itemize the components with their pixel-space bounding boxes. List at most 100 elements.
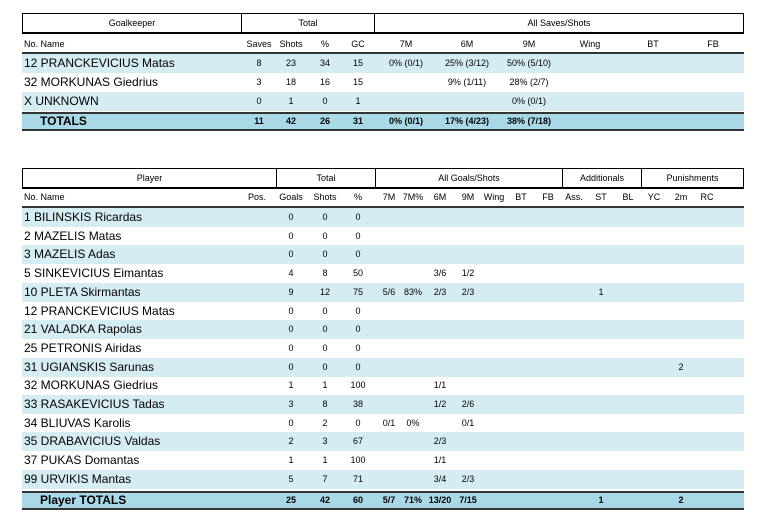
group-header: Player	[22, 168, 277, 189]
stat-cell: 0	[288, 417, 294, 428]
stat-cell: 1	[598, 286, 604, 297]
stat-cell: 2/3	[433, 436, 447, 447]
stat-cell: 2/3	[461, 473, 475, 484]
player-name: 35 DRABAVICIUS Valdas	[24, 434, 161, 449]
table-row: 32 MORKUNAS Giedrius 1 1 100 1/1	[22, 376, 744, 395]
table-row: 31 UGIANSKIS Sarunas 0 0 0 2	[22, 357, 744, 377]
stat-cell: 3/6	[433, 268, 447, 279]
table-row: 1 BILINSKIS Ricardas 0 0 0	[22, 208, 744, 227]
column-header: 6M	[433, 192, 447, 202]
group-header: Punishments	[642, 168, 744, 189]
stat-cell: 0	[355, 249, 361, 260]
player-name: 1 BILINSKIS Ricardas	[24, 210, 143, 224]
total-cell: 26	[319, 116, 331, 126]
stat-cell: 16	[319, 77, 331, 87]
totals-label: TOTALS	[40, 114, 87, 128]
total-cell: 71%	[403, 495, 423, 505]
stat-cell: 100	[350, 455, 366, 466]
stat-cell: 0/1	[382, 417, 396, 428]
column-header: Shots	[313, 192, 337, 202]
stat-cell: 83%	[403, 286, 423, 297]
total-cell: 31	[352, 116, 364, 126]
column-header: No. Name	[24, 192, 65, 202]
table-row: 37 PUKAS Domantas 1 1 100 1/1	[22, 451, 744, 470]
stat-cell: 2/3	[461, 286, 475, 297]
stat-cell: 0% (0/1)	[511, 96, 547, 106]
total-cell: 1	[598, 495, 604, 505]
stat-cell: 8	[256, 58, 262, 68]
stat-cell: 0/1	[461, 417, 475, 428]
table-row: 25 PETRONIS Airidas 0 0 0	[22, 339, 744, 358]
stat-cell: 1/2	[461, 268, 475, 279]
stat-cell: 38	[352, 399, 364, 409]
stat-cell: 0	[355, 305, 361, 316]
total-cell: 25	[285, 495, 297, 505]
stat-cell: 0% (0/1)	[388, 58, 424, 68]
player-name: 21 VALADKA Rapolas	[24, 322, 142, 337]
column-header: ST	[595, 192, 607, 202]
stat-cell: 23	[285, 58, 297, 68]
stat-cell: 0	[288, 361, 294, 372]
column-header: Shots	[279, 39, 303, 49]
column-header: FB	[542, 192, 554, 202]
stat-cell: 0	[322, 212, 328, 222]
player-name: 12 PRANCKEVICIUS Matas	[24, 56, 175, 70]
player-name: 10 PLETA Skirmantas	[24, 284, 141, 299]
stat-cell: 18	[285, 77, 297, 87]
stat-cell: 1	[355, 96, 361, 106]
column-header: 9M	[522, 39, 536, 49]
stat-cell: 0	[355, 324, 361, 335]
table-row: 3 MAZELIS Adas 0 0 0	[22, 245, 744, 265]
total-cell: 11	[254, 116, 264, 126]
stat-cell: 2/6	[461, 399, 475, 409]
column-header: BT	[515, 192, 527, 202]
total-cell: 5/7	[382, 495, 396, 505]
table-row: 35 DRABAVICIUS Valdas 2 3 67 2/3	[22, 432, 744, 452]
stat-cell: 0	[322, 324, 328, 335]
table-row: 32 MORKUNAS Giedrius 3 18 16 15 9% (1/11) 28% …	[22, 73, 744, 92]
stat-cell: 1/1	[433, 455, 447, 466]
stat-cell: 8	[322, 399, 328, 409]
column-header: Wing	[483, 192, 505, 202]
header-divider	[22, 52, 744, 54]
stat-cell: 1/2	[433, 399, 447, 409]
stat-cell: 1	[288, 455, 294, 466]
stat-cell: 5	[288, 473, 294, 484]
table-row: 2 MAZELIS Matas 0 0 0	[22, 227, 744, 246]
stat-cell: 0	[322, 361, 328, 372]
stat-cell: 2	[678, 361, 684, 372]
total-cell: 2	[678, 495, 684, 505]
total-cell: 7/15	[459, 495, 477, 505]
stat-cell: 0	[288, 305, 294, 316]
stat-cell: 50% (5/10)	[506, 58, 552, 68]
stat-cell: 0	[322, 230, 328, 241]
totals-row: Player TOTALS 25 42 60 5/7 71% 13/20 7/15 1 2	[22, 491, 744, 510]
stat-cell: 0	[355, 212, 361, 222]
player-name: X UNKNOWN	[24, 94, 99, 108]
stat-cell: 7	[322, 473, 328, 484]
stat-cell: 3/4	[433, 473, 447, 484]
stat-cell: 2	[322, 417, 328, 428]
column-header: 7M	[382, 192, 396, 202]
stat-cell: 8	[322, 268, 328, 279]
stat-cell: 0	[355, 342, 361, 353]
stat-cell: 9	[288, 286, 294, 297]
column-header: FB	[707, 39, 719, 49]
player-name: 25 PETRONIS Airidas	[24, 340, 142, 355]
stat-cell: 0	[322, 249, 328, 260]
stat-cell: 1	[322, 380, 328, 391]
stat-cell: 0	[288, 342, 294, 353]
stat-cell: 3	[288, 399, 294, 409]
group-header: All Goals/Shots	[376, 168, 563, 189]
player-name: 31 UGIANSKIS Sarunas	[24, 359, 155, 374]
stat-cell: 0	[322, 342, 328, 353]
stat-cell: 0	[288, 230, 294, 241]
column-header: 7M%	[402, 192, 424, 202]
stat-cell: 5/6	[382, 286, 396, 297]
stat-cell: 34	[319, 58, 331, 68]
player-name: 3 MAZELIS Adas	[24, 247, 116, 262]
column-header: Goals	[279, 192, 303, 202]
column-header: YC	[647, 192, 661, 202]
stat-cell: 4	[288, 268, 294, 279]
totals-row: TOTALS 11 42 26 31 0% (0/1) 17% (4/23) 38% (7/1…	[22, 112, 744, 131]
